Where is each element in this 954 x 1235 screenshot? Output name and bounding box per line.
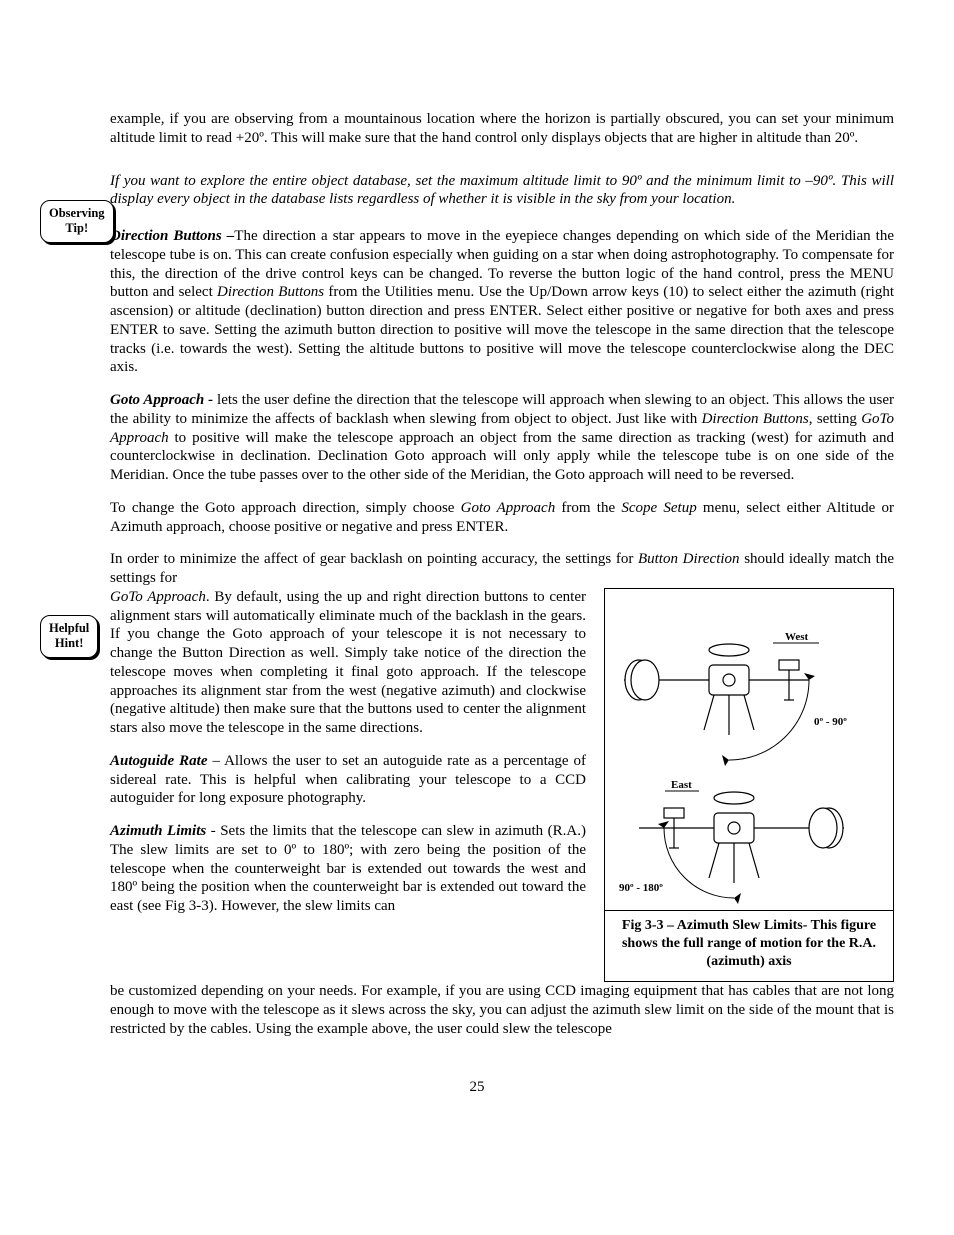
observing-tip-paragraph: If you want to explore the entire object… [110, 172, 894, 210]
tip2-line1: Helpful [49, 621, 89, 635]
tip1-line1: Observing [49, 206, 105, 220]
observing-tip-box: Observing Tip! [40, 200, 114, 243]
fig-label-range1: 0º - 90º [814, 716, 847, 728]
backlash-paragraph: GoTo Approach. By default, using the up … [110, 588, 586, 738]
helpful-hint-box: Helpful Hint! [40, 615, 98, 658]
direction-buttons-paragraph: Direction Buttons –The direction a star … [110, 227, 894, 377]
autoguide-title: Autoguide Rate [110, 753, 207, 769]
goto-em1: Direction Buttons [702, 411, 809, 427]
intro-paragraph: example, if you are observing from a mou… [110, 110, 894, 148]
goto-mid: , setting [809, 411, 861, 427]
azimuth-limits-start: Azimuth Limits - Sets the limits that th… [110, 822, 586, 916]
azlimits-body-part2: be customized depending on your needs. F… [110, 982, 894, 1038]
goto-approach-paragraph: Goto Approach - lets the user define the… [110, 391, 894, 485]
gc-a: To change the Goto approach direction, s… [110, 500, 461, 516]
gc-em2: Scope Setup [621, 500, 696, 516]
tip1-line2: Tip! [65, 221, 88, 235]
fig-label-east: East [671, 779, 692, 791]
bl-a: In order to minimize the affect of gear … [110, 551, 638, 567]
goto-change-paragraph: To change the Goto approach direction, s… [110, 499, 894, 537]
gc-em1: Goto Approach [461, 500, 556, 516]
page-number: 25 [60, 1079, 894, 1096]
fig-label-west: West [785, 631, 809, 643]
gc-b: from the [555, 500, 621, 516]
direction-em1: Direction Buttons [217, 284, 324, 300]
bl-em1: Button Direction [638, 551, 740, 567]
azlimits-title: Azimuth Limits [110, 823, 206, 839]
autoguide-paragraph: Autoguide Rate – Allows the user to set … [110, 752, 586, 808]
backlash-intro: In order to minimize the affect of gear … [110, 550, 894, 588]
fig-label-range2: 90º - 180º [619, 882, 663, 894]
direction-buttons-title: Direction Buttons – [110, 228, 234, 244]
tip2-line2: Hint! [55, 636, 83, 650]
figure-caption: Fig 3-3 – Azimuth Slew Limits- This figu… [605, 910, 893, 982]
goto-body2: to positive will make the telescope appr… [110, 430, 894, 484]
bl-c: . By default, using the up and right dir… [110, 589, 586, 736]
figure-image: West 0º - 90º [605, 589, 893, 910]
figure-3-3: West 0º - 90º [604, 588, 894, 983]
goto-title: Goto Approach - [110, 392, 217, 408]
bl-em2: GoTo Approach [110, 589, 206, 605]
